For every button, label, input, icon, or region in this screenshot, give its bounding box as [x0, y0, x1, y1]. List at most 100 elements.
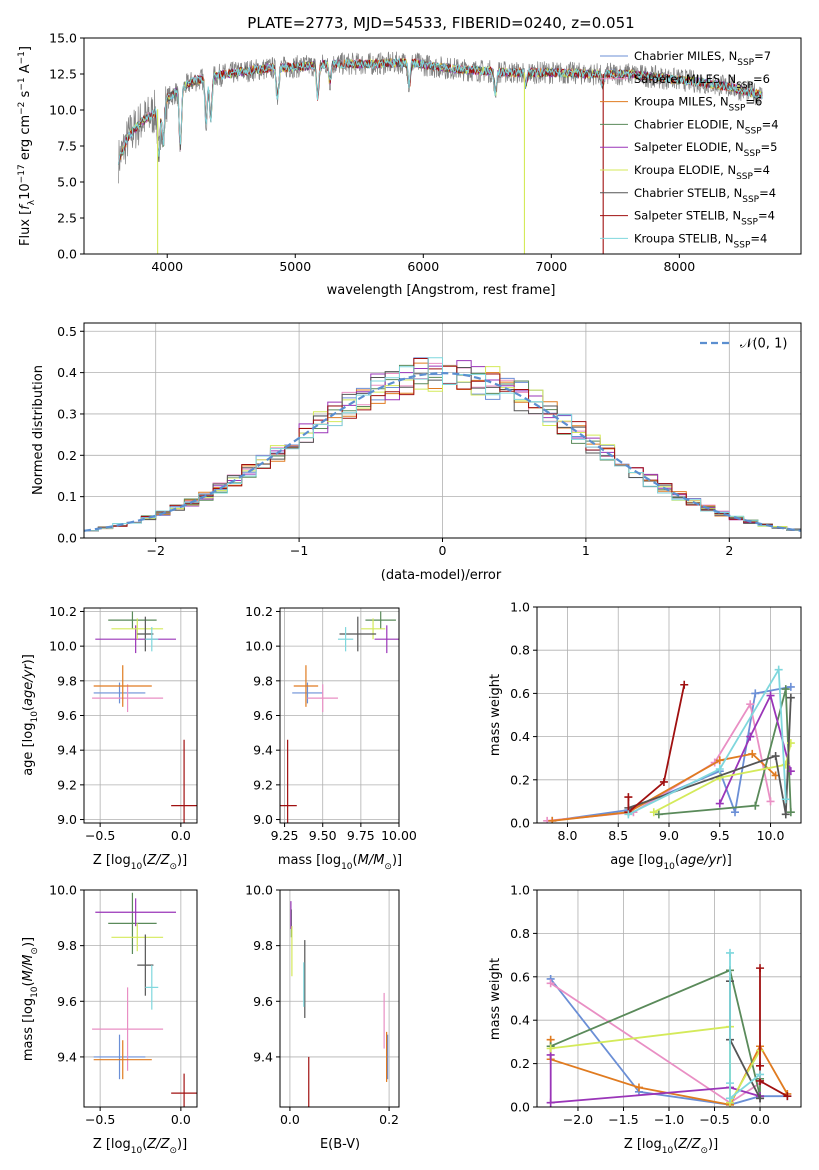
y-tick-label: 0.0: [57, 247, 77, 262]
x-tick-label: 9.50: [309, 828, 337, 843]
axes-frame: [536, 889, 802, 1108]
plot-area: [280, 611, 399, 823]
y-tick-label: 0.8: [510, 643, 530, 658]
plus-marker: [781, 810, 790, 819]
axes-massweight-vs-age: 8.0 8.5 9.0 9.5 10.0 0.0 0.2 0.4 0.6 0.8 1.0 age [l…: [488, 600, 802, 872]
plus-marker: [756, 1094, 765, 1103]
x-tick-label: 5000: [279, 259, 311, 274]
y-tick-label: 5.0: [57, 175, 77, 190]
y-tick-label: 9.2: [253, 777, 273, 792]
plus-marker: [751, 801, 760, 810]
x-axis-label: mass [log10(M/M⊙)]: [278, 853, 402, 872]
y-axis-label: Flux [fλ10−17 erg cm−2 s−1 A−1]: [17, 46, 37, 246]
legend-label: Chabrier ELODIE, NSSP=4: [634, 117, 779, 136]
y-tick-label: 1.0: [510, 600, 530, 615]
y-tick-label: 0.2: [510, 772, 530, 787]
plot-area: [92, 892, 197, 1107]
axes-frame: [83, 889, 198, 1108]
plus-marker: [649, 808, 658, 817]
y-tick-label: 2.5: [57, 211, 77, 226]
legend-label: Chabrier MILES, NSSP=7: [634, 49, 771, 68]
axes-frame: [83, 607, 198, 824]
y-tick-label: 9.8: [253, 938, 273, 953]
y-tick-label: 15.0: [49, 31, 77, 46]
plus-marker: [546, 1044, 555, 1053]
spectrum-legend: Chabrier MILES, NSSP=7 Salpeter MILES, NS…: [600, 49, 779, 250]
x-tick-label: 0.0: [171, 1112, 191, 1127]
axes-mass-vs-ebv: 0.0 0.2 9.4 9.6 9.8 10.0 E(B-V): [245, 883, 400, 1152]
plus-marker: [756, 1070, 765, 1079]
plus-marker: [786, 808, 795, 817]
plus-marker: [781, 795, 790, 804]
mass-weight-line: [627, 684, 686, 815]
axes-spectrum: 4000 5000 6000 7000 8000 0.0 2.5 5.0 7.5 10.0 12.5…: [17, 31, 802, 298]
mass-weight-line: [729, 952, 761, 1101]
x-tick-label: 8000: [663, 259, 695, 274]
x-tick-label: −0.5: [85, 1112, 115, 1127]
plus-marker: [624, 793, 633, 802]
legend-label: Salpeter MILES, NSSP=6: [634, 72, 770, 91]
plus-marker: [756, 964, 765, 973]
x-tick-label: 2: [725, 543, 733, 558]
x-tick-label: −1.5: [608, 1112, 638, 1127]
plot-area: [543, 665, 795, 823]
x-tick-label: 0.0: [750, 1112, 770, 1127]
plot-area: [118, 51, 763, 254]
y-tick-label: 10.0: [245, 639, 273, 654]
plus-marker: [715, 756, 724, 765]
plus-marker: [546, 1098, 555, 1107]
y-tick-label: 10.2: [245, 604, 273, 619]
legend-label: Salpeter STELIB, NSSP=4: [634, 209, 775, 228]
x-tick-label: 8.5: [608, 828, 628, 843]
x-tick-label: 0.2: [379, 1112, 399, 1127]
y-tick-label: 0.4: [510, 1013, 530, 1028]
axes-age-vs-mass: 9.25 9.50 9.75 10.00 9.0 9.2 9.4 9.6 9.8 10.0 10.2…: [245, 604, 417, 872]
plus-marker: [654, 810, 663, 819]
x-tick-label: −1.0: [654, 1112, 684, 1127]
y-tick-label: 9.4: [253, 1049, 273, 1064]
x-axis-label: Z [log10(Z/Z⊙)]: [93, 853, 187, 872]
plus-marker: [546, 979, 555, 988]
residual-histogram: [84, 357, 801, 532]
legend-label: Kroupa ELODIE, NSSP=4: [634, 163, 770, 182]
plus-marker: [715, 799, 724, 808]
axes-frame: [536, 606, 802, 824]
y-tick-label: 0.4: [510, 729, 530, 744]
x-tick-label: 8.0: [558, 828, 578, 843]
y-tick-label: 9.6: [57, 994, 77, 1009]
plot-area: [546, 948, 792, 1107]
y-tick-label: 9.8: [253, 673, 273, 688]
normal-curve: [84, 371, 801, 532]
y-tick-label: 12.5: [49, 67, 77, 82]
x-tick-label: 10.00: [381, 828, 417, 843]
x-tick-label: 0.0: [280, 1112, 300, 1127]
plot-area: [84, 357, 801, 532]
y-tick-label: 9.2: [57, 777, 77, 792]
mass-weight-line: [628, 697, 792, 815]
axes-massweight-vs-Z: −2.0 −1.5 −1.0 −0.5 0.0 0.0 0.2 0.4 0.6 0.8 1.0 Z […: [488, 883, 802, 1156]
x-tick-label: 7000: [535, 259, 567, 274]
mass-weight-line: [552, 686, 791, 822]
plus-marker: [680, 680, 689, 689]
y-axis-label: age [log10(age/yr)]: [21, 654, 40, 776]
y-tick-label: 0.0: [510, 816, 530, 831]
y-tick-label: 9.8: [57, 673, 77, 688]
y-tick-label: 7.5: [57, 139, 77, 154]
y-tick-label: 9.6: [253, 994, 273, 1009]
plus-marker: [725, 1094, 734, 1103]
plus-marker: [725, 948, 734, 957]
y-tick-label: 10.2: [49, 604, 77, 619]
plus-marker: [731, 808, 739, 817]
x-tick-label: −2: [146, 543, 164, 558]
plus-marker: [771, 752, 780, 761]
axes-frame: [279, 607, 400, 824]
y-tick-label: 9.6: [253, 708, 273, 723]
x-axis-label: (data-model)/error: [381, 568, 502, 583]
x-tick-label: −2.0: [563, 1112, 593, 1127]
y-tick-label: 0.0: [510, 1100, 530, 1115]
y-tick-label: 9.4: [253, 743, 273, 758]
legend-label: Salpeter ELODIE, NSSP=5: [634, 140, 777, 159]
y-tick-label: 0.0: [57, 531, 77, 546]
plus-marker: [766, 691, 775, 700]
